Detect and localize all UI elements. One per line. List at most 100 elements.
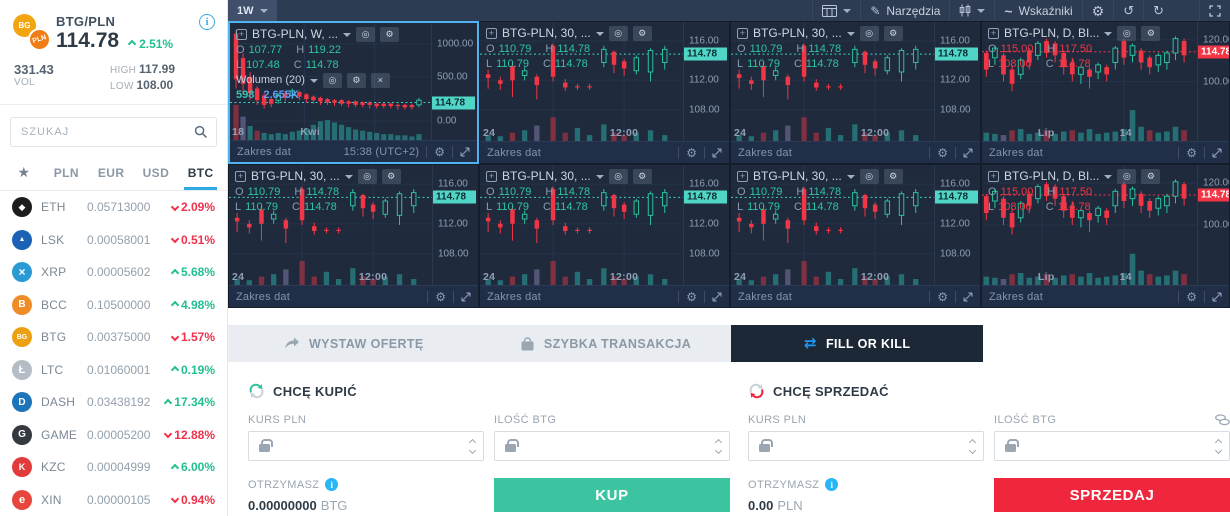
chart-plot-area[interactable]: 18 Kwi bbox=[230, 23, 431, 140]
date-range-label[interactable]: Zakres dat bbox=[237, 145, 291, 158]
tab-usd[interactable]: USD bbox=[142, 165, 170, 180]
gear-icon[interactable]: ⚙ bbox=[686, 145, 697, 160]
info-icon[interactable]: i bbox=[199, 14, 215, 30]
gear-icon[interactable]: ⚙ bbox=[1186, 145, 1197, 160]
chart-panel-3[interactable]: 24 12:00 + BTG-PLN, 30, ... ◎ ⚙ O 110.79 H 114.78… bbox=[730, 21, 981, 164]
tools-button[interactable]: ✎ Narzędzia bbox=[860, 0, 949, 21]
gear-icon[interactable]: ⚙ bbox=[434, 144, 445, 159]
expand-button[interactable] bbox=[963, 291, 973, 302]
sell-amount-stepper[interactable] bbox=[1214, 438, 1223, 455]
coin-row-dash[interactable]: D DASH 0.03438192 17.34% bbox=[0, 386, 227, 419]
coin-row-kzc[interactable]: K KZC 0.00004999 6.00% bbox=[0, 451, 227, 484]
gear-button[interactable]: ⚙ bbox=[1141, 169, 1161, 184]
price-axis[interactable]: 116.00 112.00 108.00 114.78 bbox=[432, 165, 478, 285]
price-axis[interactable]: 120.00 100.00 114.78 bbox=[1197, 165, 1229, 285]
eye-button[interactable]: ◎ bbox=[859, 169, 879, 184]
chart-symbol[interactable]: BTG-PLN, 30, ... bbox=[753, 169, 842, 183]
price-axis[interactable]: 116.00 112.00 108.00 114.78 bbox=[683, 165, 729, 285]
gear-icon[interactable]: ⚙ bbox=[937, 289, 948, 304]
coin-row-btg[interactable]: BG BTG 0.00375000 1.57% bbox=[0, 321, 227, 354]
order-tab-fill-or-kill[interactable]: ⇄ FILL OR KILL bbox=[731, 325, 984, 362]
chart-symbol[interactable]: BTG-PLN, D, BI... bbox=[1004, 26, 1100, 40]
close-button[interactable]: × bbox=[370, 73, 390, 88]
date-range-label[interactable]: Zakres dat bbox=[487, 146, 541, 159]
tab-btc[interactable]: BTC bbox=[178, 155, 223, 190]
sell-amount-value[interactable] bbox=[1024, 438, 1214, 454]
gear-button[interactable]: ⚙ bbox=[381, 169, 401, 184]
chart-plot-area[interactable]: 24 12:00 bbox=[480, 165, 683, 285]
gear-button[interactable]: ⚙ bbox=[380, 27, 400, 42]
gear-icon[interactable]: ⚙ bbox=[435, 289, 446, 304]
layout-grid-button[interactable] bbox=[812, 0, 860, 21]
eye-button[interactable]: ◎ bbox=[608, 26, 628, 41]
info-icon[interactable]: i bbox=[825, 478, 839, 491]
price-axis[interactable]: 116.00 112.00 108.00 114.78 bbox=[934, 165, 980, 285]
chart-symbol[interactable]: BTG-PLN, 30, ... bbox=[502, 26, 591, 40]
info-icon[interactable]: i bbox=[325, 478, 339, 491]
eye-button[interactable]: ◎ bbox=[608, 169, 628, 184]
chart-panel-1[interactable]: 18 Kwi + BTG-PLN, W, ... ◎ ⚙ O 107.77 H 119.22 L 10… bbox=[228, 21, 479, 164]
redo-button[interactable]: ↻ bbox=[1143, 0, 1173, 21]
date-range-label[interactable]: Zakres dat bbox=[487, 290, 541, 303]
chart-panel-4[interactable]: Lip 14 + BTG-PLN, D, BI... ◎ ⚙ O 115.00 H 117.50 L… bbox=[981, 21, 1230, 164]
price-axis[interactable]: 120.00 100.00 114.78 bbox=[1197, 22, 1229, 141]
chart-symbol[interactable]: BTG-PLN, W, ... bbox=[252, 27, 339, 41]
gear-button[interactable]: ⚙ bbox=[632, 169, 652, 184]
expand-button[interactable] bbox=[1212, 147, 1222, 158]
gear-button[interactable]: ⚙ bbox=[632, 26, 652, 41]
chart-panel-8[interactable]: Lip 14 + BTG-PLN, D, BI... ◎ ⚙ O 115.00 H 117.50 L… bbox=[981, 164, 1230, 308]
chart-plot-area[interactable]: 24 12:00 bbox=[229, 165, 432, 285]
chart-plot-area[interactable]: 24 12:00 bbox=[731, 165, 934, 285]
sell-rate-stepper[interactable] bbox=[968, 438, 977, 455]
chart-panel-6[interactable]: 24 12:00 + BTG-PLN, 30, ... ◎ ⚙ O 110.79 H 114.78… bbox=[479, 164, 730, 308]
gear-button[interactable]: ⚙ bbox=[346, 73, 366, 88]
undo-button[interactable]: ↺ bbox=[1113, 0, 1143, 21]
gear-button[interactable]: ⚙ bbox=[883, 26, 903, 41]
buy-rate-value[interactable] bbox=[278, 438, 468, 454]
buy-rate-stepper[interactable] bbox=[468, 438, 477, 455]
gear-icon[interactable]: ⚙ bbox=[1186, 289, 1197, 304]
sell-amount-input[interactable] bbox=[994, 431, 1230, 461]
chart-style-button[interactable] bbox=[949, 0, 994, 21]
chart-settings-button[interactable]: ⚙ bbox=[1081, 0, 1114, 21]
buy-amount-stepper[interactable] bbox=[714, 438, 723, 455]
chart-plot-area[interactable]: Lip 14 bbox=[982, 165, 1197, 285]
chart-plot-area[interactable]: Lip 14 bbox=[982, 22, 1197, 141]
expand-button[interactable] bbox=[963, 147, 973, 158]
chart-panel-2[interactable]: 24 12:00 + BTG-PLN, 30, ... ◎ ⚙ O 110.79 H 114.78… bbox=[479, 21, 730, 164]
gear-icon[interactable]: ⚙ bbox=[686, 289, 697, 304]
coin-row-xin[interactable]: e XIN 0.00000105 0.94% bbox=[0, 484, 227, 516]
chart-symbol[interactable]: BTG-PLN, 30, ... bbox=[502, 169, 591, 183]
chart-symbol[interactable]: BTG-PLN, D, BI... bbox=[1004, 169, 1100, 183]
tab-eur[interactable]: EUR bbox=[97, 165, 125, 180]
buy-rate-input[interactable] bbox=[248, 431, 484, 461]
expand-button[interactable] bbox=[461, 291, 471, 302]
eye-button[interactable]: ◎ bbox=[322, 73, 342, 88]
chart-symbol[interactable]: BTG-PLN, 30, ... bbox=[753, 26, 842, 40]
sell-rate-value[interactable] bbox=[778, 438, 968, 454]
interval-button[interactable]: 1W bbox=[228, 0, 277, 21]
coins-icon[interactable] bbox=[1215, 414, 1230, 426]
coin-row-lsk[interactable]: ▲ LSK 0.00058001 0.51% bbox=[0, 224, 227, 257]
price-axis[interactable]: 116.00 112.00 108.00 114.78 bbox=[934, 22, 980, 141]
buy-amount-input[interactable] bbox=[494, 431, 730, 461]
coin-row-xrp[interactable]: × XRP 0.00005602 5.68% bbox=[0, 256, 227, 289]
price-axis[interactable]: 116.00 112.00 108.00 114.78 bbox=[683, 22, 729, 141]
gear-icon[interactable]: ⚙ bbox=[937, 145, 948, 160]
chart-plot-area[interactable]: 24 12:00 bbox=[480, 22, 683, 141]
chart-panel-5[interactable]: 24 12:00 + BTG-PLN, 30, ... ◎ ⚙ O 110.79 H 114.78… bbox=[228, 164, 479, 308]
buy-amount-value[interactable] bbox=[524, 438, 714, 454]
date-range-label[interactable]: Zakres dat bbox=[989, 146, 1043, 159]
date-range-label[interactable]: Zakres dat bbox=[738, 290, 792, 303]
eye-button[interactable]: ◎ bbox=[357, 169, 377, 184]
indicators-button[interactable]: ~ Wskaźniki bbox=[994, 0, 1081, 21]
coin-row-eth[interactable]: ◆ ETH 0.05713000 2.09% bbox=[0, 191, 227, 224]
date-range-label[interactable]: Zakres dat bbox=[236, 290, 290, 303]
coin-row-ltc[interactable]: Ł LTC 0.01060001 0.19% bbox=[0, 354, 227, 387]
eye-button[interactable]: ◎ bbox=[1117, 169, 1137, 184]
order-tab-wystaw-ofert-[interactable]: WYSTAW OFERTĘ bbox=[228, 325, 480, 362]
order-tab-szybka-transakcja[interactable]: SZYBKA TRANSAKCJA bbox=[479, 325, 732, 362]
gear-button[interactable]: ⚙ bbox=[1141, 26, 1161, 41]
date-range-label[interactable]: Zakres dat bbox=[738, 146, 792, 159]
chart-plot-area[interactable]: 24 12:00 bbox=[731, 22, 934, 141]
